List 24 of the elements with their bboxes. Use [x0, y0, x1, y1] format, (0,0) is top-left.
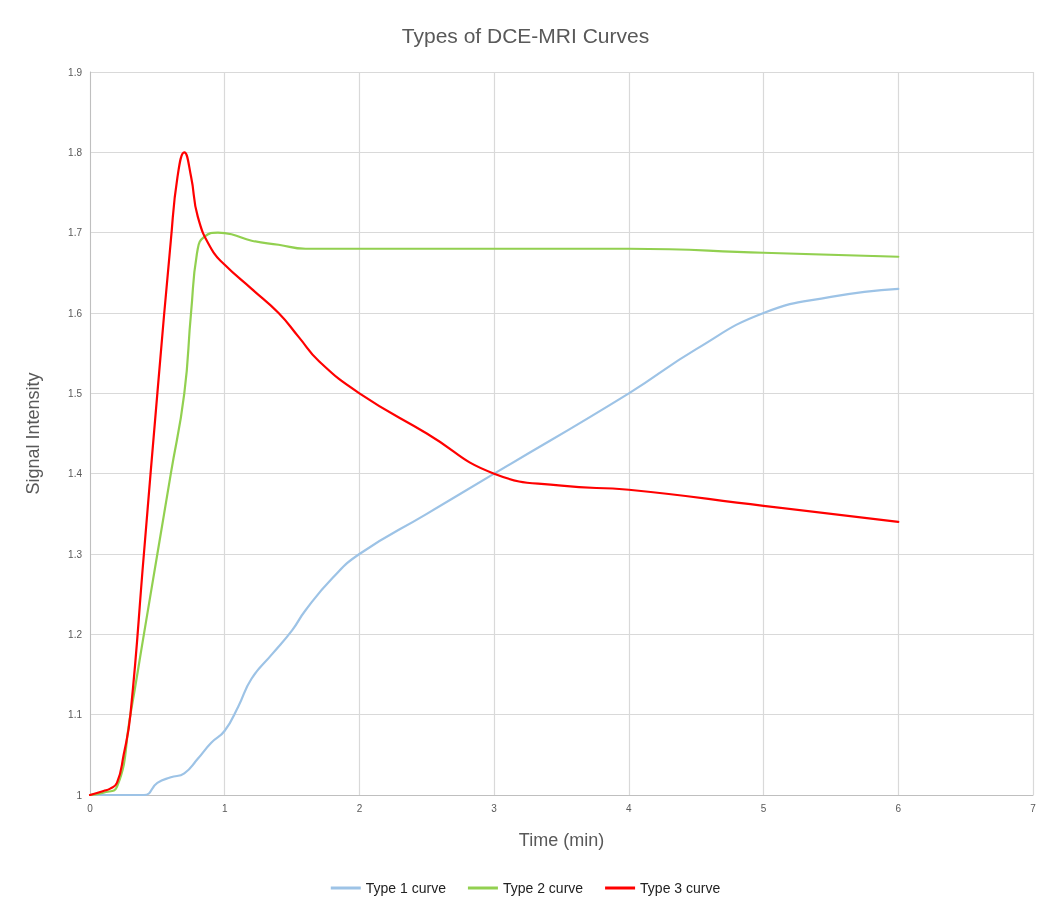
- y-tick-label: 1.9: [68, 66, 83, 78]
- legend-label: Type 2 curve: [502, 880, 584, 896]
- x-tick-label: 3: [491, 802, 498, 814]
- chart-title: Types of DCE-MRI Curves: [401, 24, 650, 47]
- y-tick-label: 1.5: [68, 387, 83, 399]
- x-tick-label: 0: [87, 802, 94, 814]
- y-tick-label: 1: [76, 789, 83, 801]
- y-tick-label: 1.4: [68, 468, 83, 480]
- y-tick-label: 1.8: [68, 146, 83, 158]
- y-axis-title: Signal Intensity: [23, 372, 43, 495]
- x-tick-label: 4: [626, 802, 633, 814]
- x-tick-label: 5: [760, 802, 767, 814]
- y-tick-label: 1.1: [68, 709, 83, 721]
- x-tick-label: 6: [895, 802, 902, 814]
- legend-label: Type 1 curve: [365, 880, 447, 896]
- x-tick-label: 7: [1030, 802, 1037, 814]
- x-tick-label: 1: [221, 802, 228, 814]
- y-tick-label: 1.2: [68, 628, 83, 640]
- y-tick-label: 1.7: [68, 227, 83, 239]
- legend-label: Type 3 curve: [640, 880, 721, 896]
- x-tick-label: 2: [356, 802, 363, 814]
- y-tick-label: 1.3: [68, 548, 83, 560]
- y-tick-label: 1.6: [68, 307, 83, 319]
- x-axis-title: Time (min): [518, 830, 605, 850]
